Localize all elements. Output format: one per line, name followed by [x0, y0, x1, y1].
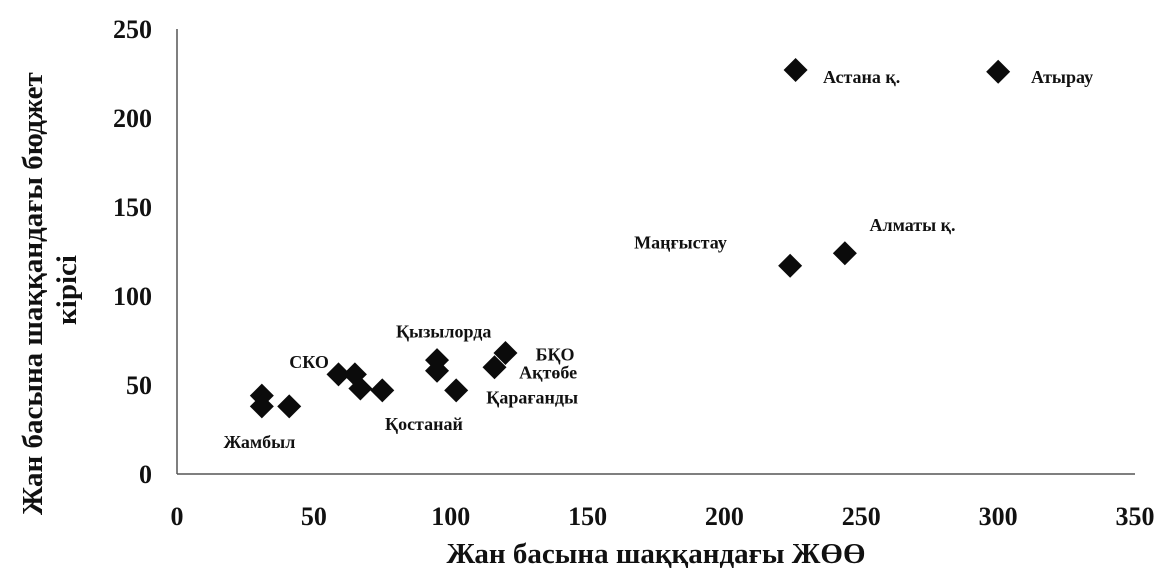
- y-tick-label: 150: [113, 193, 152, 222]
- tick-labels: 0 50 100 150 200 250 300 350 0 50 100 150 200 250: [113, 15, 1154, 531]
- x-tick-label: 350: [1116, 502, 1154, 531]
- x-tick-label: 300: [979, 502, 1018, 531]
- y-tick-label: 50: [126, 371, 152, 400]
- data-point-marker: [326, 362, 351, 387]
- x-tick-label: 50: [301, 502, 327, 531]
- data-point-marker: [783, 57, 808, 82]
- data-point-marker: [444, 378, 469, 403]
- y-axis-title: Жан басына шаққандағы бюджет кірісі: [17, 65, 83, 515]
- point-label: СКО: [289, 352, 329, 372]
- y-axis-title-line-1: Жан басына шаққандағы бюджет: [17, 72, 49, 515]
- data-point-marker: [482, 355, 507, 380]
- y-tick-label: 100: [113, 282, 152, 311]
- x-tick-label: 150: [568, 502, 607, 531]
- y-tick-label: 250: [113, 15, 152, 44]
- data-points: [249, 57, 1011, 419]
- x-tick-label: 200: [705, 502, 744, 531]
- x-tick-label: 100: [431, 502, 470, 531]
- data-point-marker: [348, 376, 373, 401]
- data-point-marker: [277, 394, 302, 419]
- point-label: Қарағанды: [486, 387, 578, 407]
- point-label: Қостанай: [385, 414, 463, 434]
- data-point-marker: [986, 59, 1011, 84]
- y-tick-label: 0: [139, 460, 152, 489]
- data-point-marker: [249, 394, 274, 419]
- point-label: Алматы қ.: [869, 215, 955, 235]
- point-label: Ақтөбе: [519, 363, 577, 383]
- point-label: БҚО: [536, 345, 575, 365]
- point-label: Жамбыл: [224, 432, 296, 452]
- x-tick-label: 0: [171, 502, 184, 531]
- axes: [176, 29, 1135, 475]
- x-tick-label: 250: [842, 502, 881, 531]
- point-label: Астана қ.: [823, 67, 900, 87]
- data-point-marker: [778, 253, 803, 278]
- data-point-marker: [493, 340, 518, 365]
- point-label: Атырау: [1031, 67, 1093, 87]
- point-label: Маңғыстау: [634, 233, 727, 253]
- data-point-marker: [370, 378, 395, 403]
- data-point-marker: [832, 241, 857, 266]
- x-axis-title: Жан басына шаққандағы ЖӨӨ: [446, 538, 865, 570]
- y-axis-title-line-2: кірісі: [51, 255, 83, 325]
- data-point-marker: [425, 358, 450, 383]
- y-tick-label: 200: [113, 104, 152, 133]
- point-label: Қызылорда: [396, 322, 491, 342]
